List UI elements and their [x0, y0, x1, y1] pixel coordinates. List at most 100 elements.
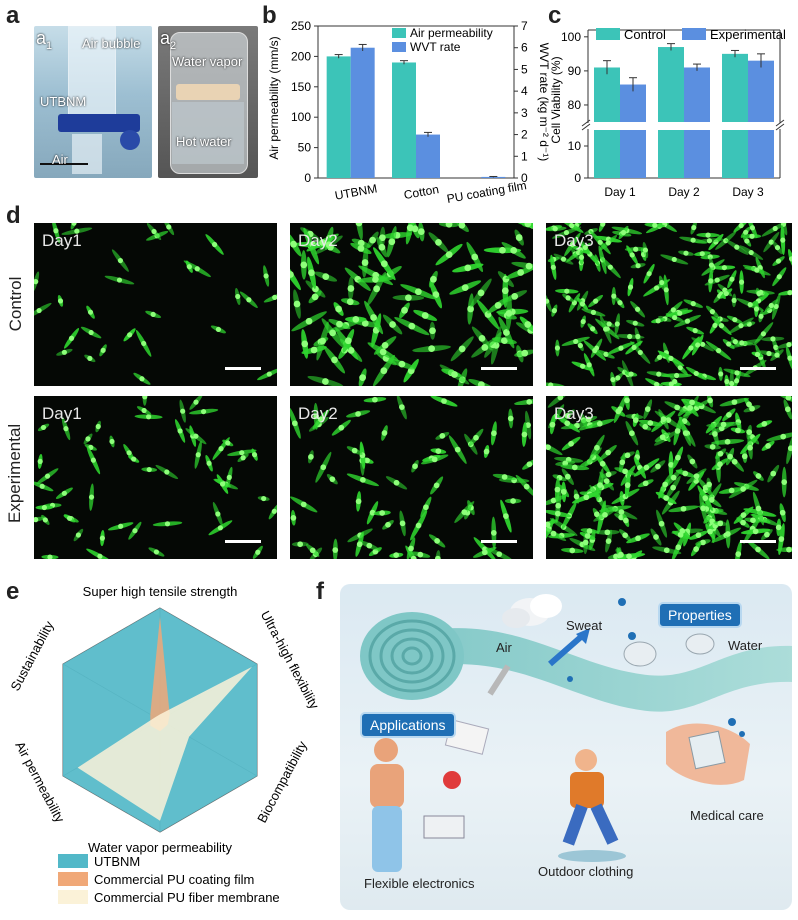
photo-label-utbnm: UTBNM	[40, 94, 87, 109]
chart-c-legend-experimental: Experimental	[710, 27, 786, 42]
photo-label-a2: a2	[160, 28, 177, 52]
cell-nucleus	[620, 229, 627, 236]
chart-c-legend: Control Experimental	[596, 27, 786, 42]
cell-nucleus	[364, 457, 370, 464]
cell-nucleus	[643, 464, 650, 471]
cell-nucleus	[117, 257, 124, 264]
cell-nucleus	[146, 466, 152, 473]
cell-nucleus	[603, 326, 609, 332]
cell-nucleus	[454, 446, 461, 453]
cell-nucleus	[680, 505, 687, 512]
cell-nucleus	[690, 301, 696, 307]
cell-nucleus	[215, 326, 222, 333]
cell-nucleus	[675, 454, 681, 461]
cell-nucleus	[415, 522, 422, 529]
cell-nucleus	[563, 229, 570, 236]
cell-nucleus	[586, 362, 592, 368]
micrograph-day-label: Day3	[554, 231, 594, 250]
cell-nucleus	[579, 301, 586, 307]
cell-nucleus	[435, 239, 442, 246]
cell-nucleus	[272, 294, 277, 300]
cell-nucleus	[653, 534, 659, 540]
cell-nucleus	[311, 293, 319, 301]
cell-nucleus	[131, 456, 137, 462]
cell	[355, 223, 363, 240]
cell-nucleus	[399, 404, 405, 410]
cell-nucleus	[700, 505, 706, 512]
cell-nucleus	[592, 347, 598, 354]
legend-utbnm: UTBNM	[94, 854, 140, 869]
cell-nucleus	[779, 509, 786, 516]
cell-nucleus	[732, 317, 738, 323]
cell-nucleus	[433, 482, 440, 489]
cell-nucleus	[560, 489, 567, 495]
cell-nucleus	[381, 341, 389, 349]
cell-texture	[546, 223, 792, 386]
cell-nucleus	[510, 498, 516, 504]
cell-nucleus	[735, 427, 741, 434]
cell-nucleus	[734, 370, 740, 376]
cell-nucleus	[550, 264, 556, 270]
cell-nucleus	[712, 431, 718, 437]
water-drop-icon	[623, 641, 657, 667]
chart-b-legend-air: Air permeability	[410, 26, 493, 40]
cell-nucleus	[524, 321, 532, 328]
cell-nucleus	[746, 429, 753, 435]
cell-nucleus	[677, 310, 683, 316]
cell-nucleus	[464, 264, 472, 272]
radar-axis-label: Biocompatibility	[254, 738, 310, 825]
cell-nucleus	[770, 336, 776, 342]
micrograph-control-day2: Day2	[290, 223, 533, 386]
cell-nucleus	[597, 239, 603, 245]
cell-nucleus	[773, 303, 779, 310]
cell-nucleus	[726, 341, 732, 347]
chart-c-break-mark	[775, 119, 785, 131]
cell-nucleus	[600, 223, 606, 227]
cell-nucleus	[290, 514, 297, 521]
chart-b-y2tick-label: 4	[521, 84, 528, 98]
cell-nucleus	[47, 554, 53, 559]
cell-nucleus	[483, 448, 490, 455]
cell-nucleus	[674, 428, 681, 434]
cell-nucleus	[622, 532, 629, 539]
cell-nucleus	[731, 297, 737, 303]
scale-bar	[225, 540, 261, 543]
cell-nucleus	[417, 228, 425, 235]
cell-nucleus	[151, 228, 157, 235]
chart-b-category-label: UTBNM	[334, 181, 378, 202]
cell-nucleus	[41, 504, 47, 511]
cell-nucleus	[568, 440, 574, 447]
cell-nucleus	[560, 256, 567, 262]
cell-nucleus	[414, 288, 422, 296]
cell-nucleus	[684, 318, 691, 324]
cell-nucleus	[505, 309, 513, 317]
cell-nucleus	[389, 321, 396, 328]
cell-nucleus	[398, 360, 406, 368]
photo-air-permeability-setup: a1 Air bubble UTBNM Air	[34, 26, 152, 178]
chart-c-break-mark	[581, 119, 591, 131]
cell-nucleus	[61, 349, 67, 355]
cell-nucleus	[261, 495, 267, 502]
cell-nucleus	[637, 349, 643, 356]
chart-b-ytick-label: 250	[291, 19, 311, 33]
cell-nucleus	[37, 458, 43, 464]
cell-nucleus	[361, 259, 369, 266]
cell-nucleus	[310, 346, 318, 354]
cell-nucleus	[555, 502, 562, 509]
cell-nucleus	[626, 553, 632, 559]
cell-nucleus	[695, 342, 701, 348]
cell-nucleus	[708, 497, 715, 503]
cell-nucleus	[346, 298, 354, 306]
cell-nucleus	[707, 397, 713, 404]
cell-nucleus	[546, 444, 551, 451]
cell-nucleus	[432, 291, 440, 299]
cell-nucleus	[702, 495, 709, 501]
cell-nucleus	[251, 452, 258, 458]
cell-nucleus	[435, 448, 442, 454]
cell-nucleus	[74, 228, 80, 234]
cell-nucleus	[471, 253, 479, 261]
cell-nucleus	[714, 277, 720, 283]
cell-nucleus	[132, 528, 138, 534]
chart-b-category-label: Cotton	[403, 182, 440, 202]
cell-nucleus	[511, 292, 519, 300]
